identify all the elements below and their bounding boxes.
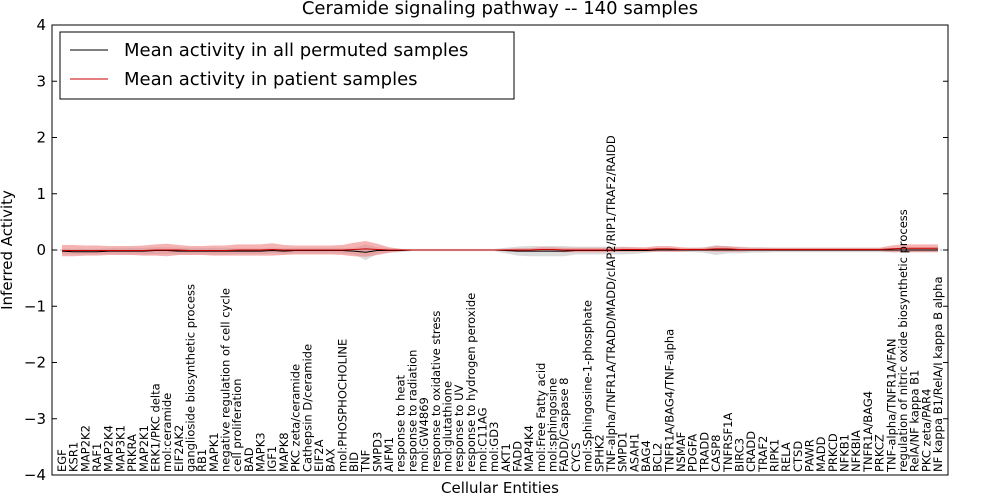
x-tick-label: SMPD3 (370, 432, 384, 472)
x-tick-label: CRADD (744, 431, 758, 472)
x-tick-label: EGF (55, 449, 69, 472)
x-tick-label: Cathepsin D/ceramide (300, 344, 314, 472)
x-tick-label: mol:glutathione (440, 381, 454, 472)
x-tick-label: PRKCZ (873, 434, 887, 472)
y-tick-label: 4 (36, 16, 46, 34)
x-tick-label: TNFR1A/BAG4/TNF-alpha (662, 329, 676, 473)
x-tick-label: EIF2AK2 (172, 425, 186, 472)
x-tick-label: mol:GD3 (487, 422, 501, 472)
x-tick-label: mol:ceramide (160, 393, 174, 472)
y-axis-label: Inferred Activity (0, 190, 16, 310)
y-tick-label: 3 (36, 72, 46, 90)
x-tick-label: CTSD (791, 441, 805, 472)
y-tick-label: −1 (24, 297, 46, 315)
x-tick-label: SPHK2 (592, 434, 606, 472)
y-tick-label: −4 (24, 466, 46, 484)
plot-fills (62, 241, 938, 261)
x-tick-label: NFKB1 (838, 434, 852, 472)
x-tick-label: BAX (324, 448, 338, 472)
x-tick-label: TRAF2 (756, 436, 770, 473)
x-tick-label: FADD (511, 441, 525, 472)
x-tick-label: RelA/NF kappa B1 (908, 370, 922, 472)
y-tick-label: −2 (24, 354, 46, 372)
x-tick-label: response to UV (452, 384, 466, 472)
x-tick-label: PDGFA (686, 434, 700, 472)
x-tick-label: NF kappa B1/RelA/I kappa B alpha (931, 276, 945, 472)
x-tick-label: NSMAF (674, 432, 688, 472)
band-patient (62, 241, 938, 257)
x-tick-label: TNF-alpha/TNFR1A/TRADD/MADD/cIAP2/RIP1/T… (604, 135, 618, 473)
x-tick-label: TNFR1A/BAG4 (861, 391, 875, 473)
y-tick-label: −3 (24, 410, 46, 428)
x-tick-label: IGF1 (265, 446, 279, 472)
x-tick-label: RB1 (195, 449, 209, 472)
x-tick-label: BAD (242, 447, 256, 472)
x-tick-label: MAP2K4 (102, 425, 116, 472)
x-tick-label: MAP3K1 (113, 425, 127, 472)
x-tick-label: TNF-alpha/TNFR1A/FAN (884, 339, 898, 473)
x-tick-label: NFKBIA (849, 430, 863, 472)
y-axis: −4 −3 −2 −1 0 1 2 3 4 (24, 16, 948, 484)
x-tick-label: mol:PHOSPHOCHOLINE (335, 339, 349, 472)
x-tick-label: response to hydrogen peroxide (464, 293, 478, 472)
x-tick-label: mol:Free Fatty acid (534, 363, 548, 472)
x-tick-label: ASAH1 (627, 433, 641, 472)
x-tick-label: negative regulation of cell cycle (219, 288, 233, 472)
x-tick-label: SMPD1 (616, 432, 630, 472)
y-tick-label: 0 (36, 241, 46, 259)
x-tick-label: AIFM1 (382, 437, 396, 472)
x-axis-label: Cellular Entities (441, 479, 559, 497)
x-tick-label: response to heat (394, 375, 408, 472)
series-line-patient (62, 247, 938, 252)
x-tick-label: CASP8 (709, 435, 723, 472)
x-tick-label: MADD (814, 436, 828, 472)
x-tick-label: cell proliferation (230, 378, 244, 472)
x-tick-label: MAP2K1 (137, 425, 151, 472)
x-tick-label: mol:sphingosine (546, 378, 560, 472)
x-tick-label: TRADD (697, 432, 711, 473)
x-tick-label: PKC zeta/ceramide (289, 364, 303, 472)
x-tick-label: PKC zeta/PAR4 (919, 389, 933, 472)
x-tick-label: PRKCD (826, 433, 840, 472)
x-tick-label: BIRC3 (732, 438, 746, 472)
x-tick-label: PRKRA (125, 434, 139, 472)
x-tick-labels: EGFKSR1MAP2K2RAF1MAP2K4MAP3K1PRKRAMAP2K1… (55, 135, 945, 473)
x-tick-label: EIF2A (312, 439, 326, 472)
x-tick-label: response to radiation (405, 350, 419, 472)
y-tick-label: 1 (36, 185, 46, 203)
y-tick-label: 2 (36, 129, 46, 147)
x-tick-label: AKT1 (499, 443, 513, 472)
x-tick-label: KSR1 (67, 442, 81, 472)
x-tick-label: MAP4K4 (522, 425, 536, 472)
x-tick-label: TNFRSF1A (721, 413, 735, 473)
x-tick-label: BID (347, 452, 361, 472)
x-tick-label: RIPK1 (767, 439, 781, 472)
x-tick-label: TNF (359, 450, 373, 473)
x-tick-label: MAPK1 (207, 432, 221, 472)
x-tick-label: BAG4 (639, 440, 653, 472)
x-tick-label: FADD/Caspase 8 (557, 378, 571, 472)
x-tick-label: response to oxidative stress (429, 311, 443, 472)
x-tick-label: ganglioside biosynthetic process (183, 284, 197, 472)
x-tick-label: MAPK3 (254, 432, 268, 472)
x-tick-label: RELA (779, 442, 793, 472)
x-tick-label: ERK1/PKC delta (148, 383, 162, 472)
x-tick-label: PAWR (803, 439, 817, 472)
x-tick-label: CYCS (569, 442, 583, 472)
x-tick-label: MAPK8 (277, 432, 291, 472)
x-tick-label: BCL2 (651, 443, 665, 472)
legend-label-patient: Mean activity in patient samples (124, 69, 418, 90)
plot-lines (61, 247, 938, 253)
x-tick-label: MAP2K2 (78, 425, 92, 472)
x-tick-label: mol:C11AG (475, 407, 489, 472)
legend: Mean activity in all permuted samples Me… (59, 31, 515, 100)
x-tick-label: RAF1 (90, 443, 104, 472)
x-tick-label: regulation of nitric oxide biosynthetic … (896, 209, 910, 472)
legend-label-permuted: Mean activity in all permuted samples (124, 40, 468, 61)
chart-title: Ceramide signaling pathway -- 140 sample… (302, 0, 698, 19)
legend-box (59, 31, 515, 100)
x-tick-label: mol:Sphingosine-1-phosphate (581, 300, 595, 472)
x-tick-label: mol:GW4869 (417, 397, 431, 472)
